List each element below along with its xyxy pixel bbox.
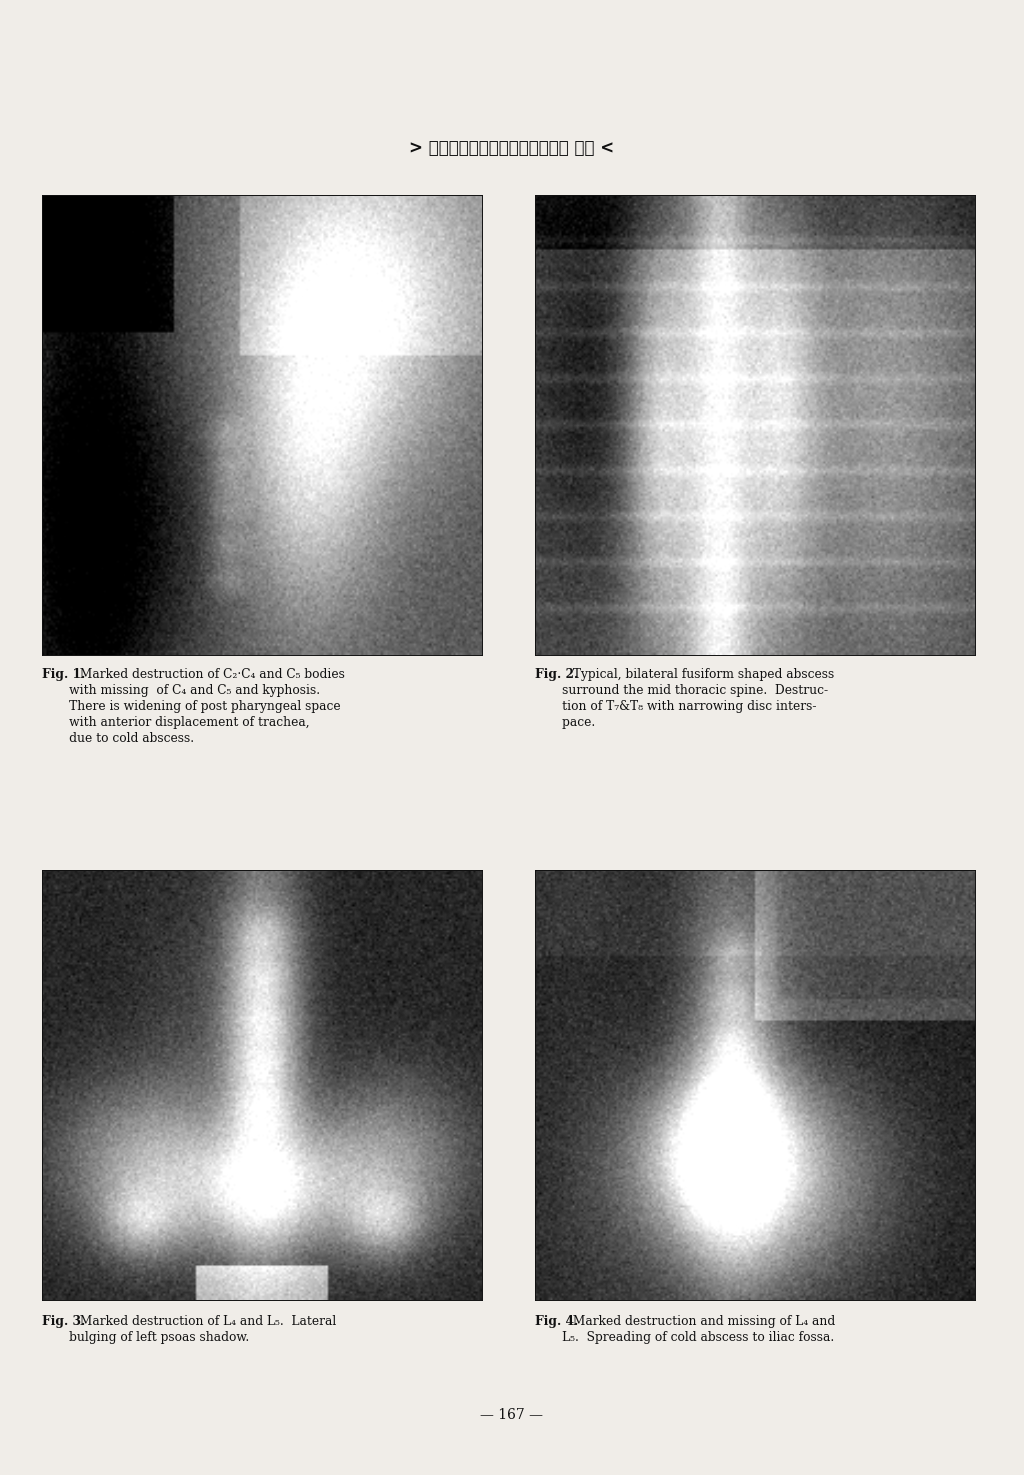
Text: Marked destruction of C₂·C₄ and C₅ bodies: Marked destruction of C₂·C₄ and C₅ bodie… — [76, 668, 345, 681]
Text: Marked destruction and missing of L₄ and: Marked destruction and missing of L₄ and — [569, 1316, 836, 1328]
Text: Fig. 2.: Fig. 2. — [535, 668, 579, 681]
Text: Fig. 1.: Fig. 1. — [42, 668, 85, 681]
Text: Marked destruction of L₄ and L₅.  Lateral: Marked destruction of L₄ and L₅. Lateral — [76, 1316, 336, 1328]
Text: tion of T₇&T₈ with narrowing disc inters-: tion of T₇&T₈ with narrowing disc inters… — [535, 701, 816, 712]
Text: due to cold abscess.: due to cold abscess. — [42, 732, 195, 745]
Text: with missing  of C₄ and C₅ and kyphosis.: with missing of C₄ and C₅ and kyphosis. — [42, 684, 321, 698]
Text: — 167 —: — 167 — — [480, 1409, 544, 1422]
Text: > 李・樟・黃・金・정・논문사진 부도 <: > 李・樟・黃・金・정・논문사진 부도 < — [410, 139, 614, 156]
Text: Fig. 4.: Fig. 4. — [535, 1316, 579, 1328]
Text: surround the mid thoracic spine.  Destruc-: surround the mid thoracic spine. Destruc… — [535, 684, 828, 698]
Text: with anterior displacement of trachea,: with anterior displacement of trachea, — [42, 715, 309, 729]
Text: pace.: pace. — [535, 715, 595, 729]
Text: Fig. 3.: Fig. 3. — [42, 1316, 85, 1328]
Text: There is widening of post pharyngeal space: There is widening of post pharyngeal spa… — [42, 701, 341, 712]
Text: L₅.  Spreading of cold abscess to iliac fossa.: L₅. Spreading of cold abscess to iliac f… — [535, 1330, 835, 1344]
Text: bulging of left psoas shadow.: bulging of left psoas shadow. — [42, 1330, 249, 1344]
Text: Typical, bilateral fusiform shaped abscess: Typical, bilateral fusiform shaped absce… — [569, 668, 835, 681]
